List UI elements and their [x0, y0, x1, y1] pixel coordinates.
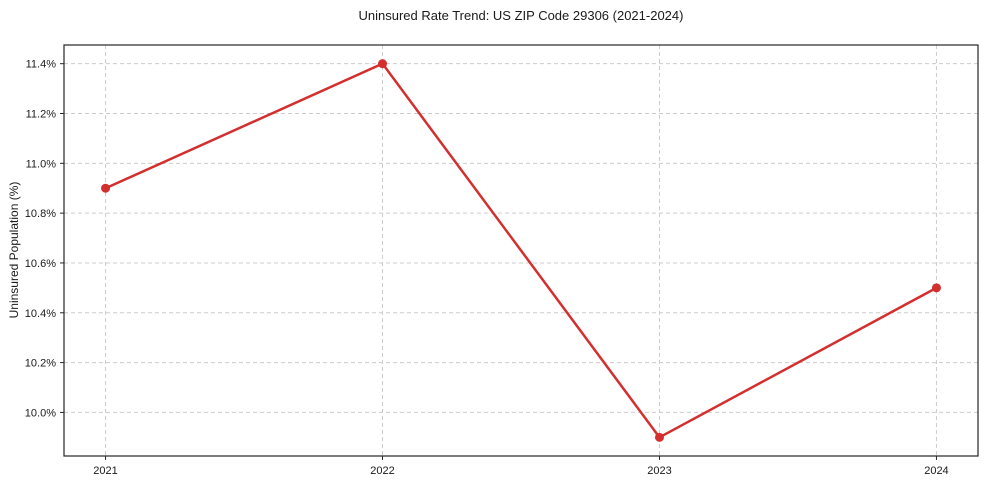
data-point-2024: [931, 283, 941, 293]
x-tick-label: 2022: [370, 465, 394, 477]
y-tick-label: 10.2%: [25, 358, 56, 370]
y-tick-label: 10.8%: [25, 208, 56, 220]
data-point-2021: [101, 183, 111, 193]
y-tick-label: 10.6%: [25, 258, 56, 270]
y-tick-label: 10.4%: [25, 308, 56, 320]
chart-title: Uninsured Rate Trend: US ZIP Code 29306 …: [358, 8, 684, 23]
x-tick-label: 2021: [93, 465, 117, 477]
y-tick-label: 10.0%: [25, 407, 56, 419]
y-tick-label: 11.4%: [26, 59, 57, 71]
plot-border: [63, 44, 979, 457]
data-point-2022: [378, 59, 388, 69]
x-tick-label: 2024: [924, 465, 948, 477]
x-tick-label: 2023: [647, 465, 671, 477]
data-point-2023: [654, 432, 664, 442]
y-tick-label: 11.2%: [26, 109, 57, 121]
y-tick-label: 11.0%: [26, 158, 57, 170]
trend-line: [104, 62, 938, 439]
